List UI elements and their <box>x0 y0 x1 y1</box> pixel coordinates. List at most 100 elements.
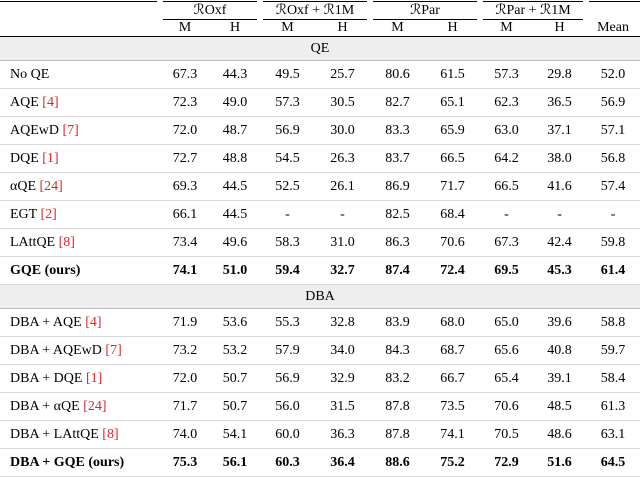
value-cell: 45.3 <box>533 256 587 285</box>
value-cell: 59.7 <box>586 336 640 365</box>
value-cell: 83.7 <box>370 144 426 173</box>
value-cell: 87.8 <box>370 420 426 449</box>
value-cell: 70.6 <box>480 392 534 421</box>
data-row: DBA + AQE [4] 71.9 53.6 55.3 32.8 83.9 68.0 65.… <box>0 308 640 337</box>
value-cell: 57.1 <box>586 116 640 145</box>
value-cell: 73.5 <box>425 392 481 421</box>
value-cell: 56.9 <box>260 364 316 393</box>
value-cell: 59.8 <box>586 228 640 257</box>
header-row: ℛOxf ℛOxf + ℛ1M ℛPar ℛPar + ℛ1M <box>0 1 640 20</box>
value-cell: 53.2 <box>210 336 261 365</box>
value-cell: 74.0 <box>160 420 210 449</box>
value-cell: 86.9 <box>370 172 426 201</box>
value-cell: 84.3 <box>370 336 426 365</box>
value-cell: 72.7 <box>160 144 210 173</box>
value-cell: 75.3 <box>160 448 210 477</box>
column-header: M <box>480 19 534 37</box>
citation: [2] <box>40 206 57 222</box>
value-cell: 31.0 <box>315 228 371 257</box>
citation: [7] <box>62 122 79 138</box>
method-cell: αQE [24] <box>0 172 160 201</box>
value-cell: 69.5 <box>480 256 534 285</box>
value-cell: 54.1 <box>210 420 261 449</box>
value-cell: 31.5 <box>315 392 371 421</box>
method-cell: EGT [2] <box>0 200 160 229</box>
value-cell: 48.5 <box>533 392 587 421</box>
value-cell: 50.7 <box>210 392 261 421</box>
value-cell: 83.3 <box>370 116 426 145</box>
method-cell: AQE [4] <box>0 88 160 117</box>
value-cell: 52.5 <box>260 172 316 201</box>
value-cell: 56.9 <box>586 88 640 117</box>
value-cell: 71.7 <box>425 172 481 201</box>
value-cell: 49.0 <box>210 88 261 117</box>
value-cell: 37.1 <box>533 116 587 145</box>
value-cell: 32.9 <box>315 364 371 393</box>
section-row: DBA <box>0 284 640 309</box>
empty-cell <box>0 1 160 20</box>
value-cell: 87.4 <box>370 256 426 285</box>
value-cell: 56.8 <box>586 144 640 173</box>
value-cell: - <box>260 200 316 229</box>
value-cell: 40.8 <box>533 336 587 365</box>
citation: [24] <box>83 398 107 414</box>
value-cell: 29.8 <box>533 60 587 89</box>
value-cell: 56.0 <box>260 392 316 421</box>
value-cell: 74.1 <box>425 420 481 449</box>
value-cell: 64.2 <box>480 144 534 173</box>
column-header: H <box>210 19 261 37</box>
value-cell: 75.2 <box>425 448 481 477</box>
value-cell: - <box>533 200 587 229</box>
value-cell: 65.0 <box>480 308 534 337</box>
value-cell: 66.5 <box>480 172 534 201</box>
method-cell: GQE (ours) <box>0 256 160 285</box>
value-cell: 48.7 <box>210 116 261 145</box>
value-cell: 72.0 <box>160 116 210 145</box>
value-cell: 53.6 <box>210 308 261 337</box>
data-row: LAttQE [8] 73.4 49.6 58.3 31.0 86.3 70.6 67.3 42… <box>0 228 640 257</box>
method-cell: No QE <box>0 60 160 89</box>
value-cell: 36.5 <box>533 88 587 117</box>
data-row: DBA + LAttQE [8] 74.0 54.1 60.0 36.3 87.8 74.1… <box>0 420 640 449</box>
method-name: AQE <box>10 94 39 110</box>
value-cell: 68.4 <box>425 200 481 229</box>
value-cell: - <box>480 200 534 229</box>
citation: [8] <box>102 426 119 442</box>
value-cell: 44.3 <box>210 60 261 89</box>
method-cell: DBA + AQEwD [7] <box>0 336 160 365</box>
value-cell: 72.3 <box>160 88 210 117</box>
data-row: DBA + AQEwD [7] 73.2 53.2 57.9 34.0 84.3 68.7 6… <box>0 336 640 365</box>
empty-cell <box>586 1 640 20</box>
value-cell: 68.7 <box>425 336 481 365</box>
value-cell: 63.0 <box>480 116 534 145</box>
value-cell: 58.4 <box>586 364 640 393</box>
value-cell: 71.7 <box>160 392 210 421</box>
value-cell: 83.9 <box>370 308 426 337</box>
value-cell: 64.5 <box>586 448 640 477</box>
value-cell: 26.1 <box>315 172 371 201</box>
group-header: ℛOxf + ℛ1M <box>257 1 374 20</box>
value-cell: - <box>315 200 371 229</box>
value-cell: 67.3 <box>160 60 210 89</box>
method-name: αQE <box>10 178 36 194</box>
value-cell: 34.0 <box>315 336 371 365</box>
value-cell: 51.6 <box>533 448 587 477</box>
value-cell: 26.3 <box>315 144 371 173</box>
data-row: AQEwD [7] 72.0 48.7 56.9 30.0 83.3 65.9 63.0 37.… <box>0 116 640 145</box>
value-cell: 55.3 <box>260 308 316 337</box>
method-cell: DBA + GQE (ours) <box>0 448 160 477</box>
value-cell: 48.6 <box>533 420 587 449</box>
method-name: DBA + AQEwD <box>10 342 102 358</box>
column-header: H <box>425 19 481 37</box>
value-cell: 65.6 <box>480 336 534 365</box>
data-row: GQE (ours) 74.1 51.0 59.4 32.7 87.4 72.4 69.5 45… <box>0 256 640 285</box>
method-name: DBA + AQE <box>10 314 82 330</box>
column-header: H <box>315 19 371 37</box>
value-cell: 73.2 <box>160 336 210 365</box>
value-cell: 58.3 <box>260 228 316 257</box>
value-cell: 63.1 <box>586 420 640 449</box>
value-cell: 52.0 <box>586 60 640 89</box>
value-cell: 61.5 <box>425 60 481 89</box>
value-cell: 36.4 <box>315 448 371 477</box>
